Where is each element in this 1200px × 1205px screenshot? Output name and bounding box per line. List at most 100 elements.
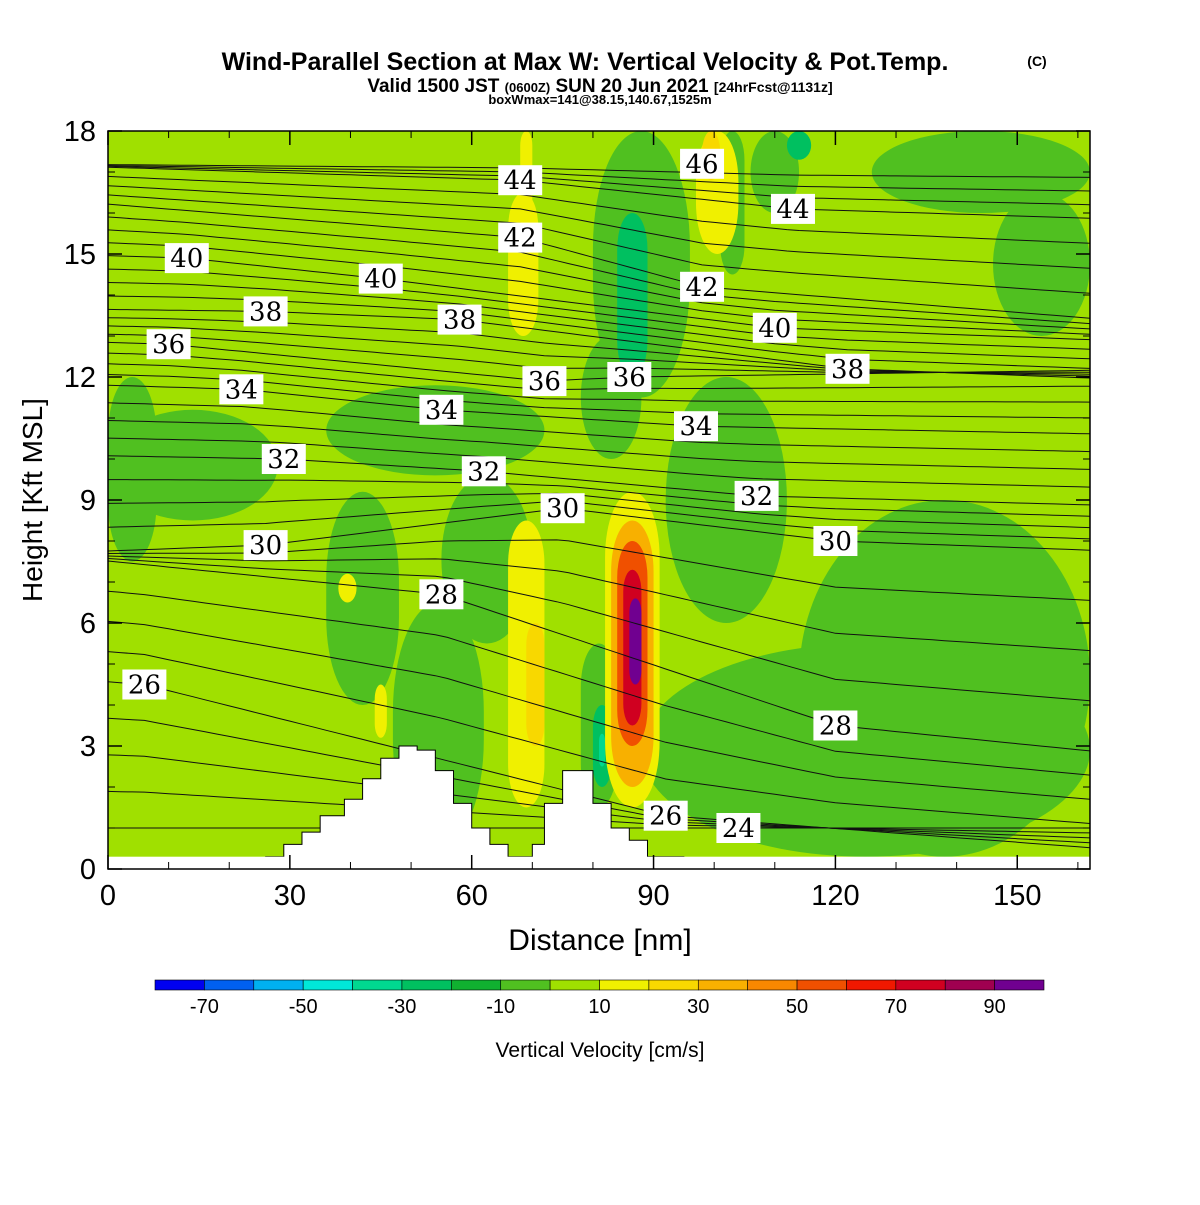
theta-contour-line [108, 560, 1090, 752]
theta-contour-label: 38 [825, 353, 870, 385]
theta-label-box [813, 526, 858, 556]
theta-contour-label: 26 [122, 669, 167, 701]
valid-prefix: Valid 1500 JST [367, 76, 499, 97]
theta-label-text: 30 [819, 527, 852, 557]
theta-label-box [461, 456, 506, 487]
theta-label-box [146, 329, 191, 360]
velocity-region [508, 192, 539, 336]
theta-contour-line [108, 651, 1090, 824]
x-tick-label: 30 [274, 880, 306, 912]
theta-contour-line [108, 681, 1090, 849]
theta-contour-label: 36 [607, 362, 652, 393]
colorbar-swatch [401, 979, 452, 991]
theta-contour-label: 34 [419, 394, 464, 426]
colorbar-swatch [846, 979, 897, 991]
theta-contour-line [108, 479, 1090, 517]
theta-label-box [522, 366, 567, 397]
theta-contour-line [108, 500, 1090, 540]
y-axis-label: Height [Kft MSL] [17, 398, 48, 602]
theta-label-box [498, 222, 543, 253]
theta-contour-line [108, 242, 1090, 335]
theta-contour-line [108, 165, 1090, 192]
theta-contour-line [108, 420, 1090, 470]
theta-label-text: 36 [613, 363, 646, 393]
colorbar-label: Vertical Velocity [cm/s] [496, 1039, 705, 1062]
theta-label-box [680, 148, 725, 179]
velocity-region [617, 213, 648, 377]
theta-label-text: 28 [819, 712, 852, 742]
theta-contour-line [108, 165, 1090, 206]
theta-label-text: 42 [504, 224, 537, 254]
theta-contour-label: 40 [164, 243, 209, 274]
theta-contour-label: 32 [461, 456, 506, 487]
theta-label-text: 26 [128, 671, 161, 701]
colorbar-swatch [253, 979, 304, 991]
velocity-region [108, 377, 157, 562]
y-tick-label: 0 [80, 854, 96, 886]
theta-label-box [419, 394, 464, 425]
theta-label-box [716, 813, 761, 843]
colorbar-swatch [796, 979, 847, 991]
theta-label-text: 34 [225, 375, 258, 405]
velocity-region [338, 573, 357, 603]
theta-contour-label: 28 [419, 579, 464, 610]
x-tick-label: 120 [811, 880, 859, 912]
theta-contour-line [108, 558, 1090, 702]
chart-title: Wind-Parallel Section at Max W: Vertical… [222, 48, 949, 76]
theta-contour-label: 38 [243, 296, 288, 327]
theta-label-box [540, 493, 585, 524]
theta-contour-line [108, 352, 1090, 391]
box-info: boxWmax=141@38.15,140.67,1525m [488, 92, 711, 107]
theta-label-text: 44 [776, 195, 809, 225]
valid-utc: (0600Z) [505, 80, 551, 95]
velocity-region [641, 643, 1090, 857]
theta-label-box [358, 263, 403, 294]
theta-label-box [219, 374, 264, 405]
colorbar-tick-label: -70 [190, 996, 219, 1018]
theta-label-box [752, 312, 797, 343]
theta-label-text: 38 [831, 355, 864, 385]
theta-contour-line [108, 194, 1090, 294]
theta-contour-line [108, 203, 1090, 319]
theta-contour-label: 36 [522, 366, 567, 397]
velocity-region [871, 131, 1090, 213]
theta-label-box [243, 530, 288, 561]
colorbar-swatch [302, 979, 353, 991]
x-tick-label: 150 [993, 880, 1041, 912]
theta-contour-label: 46 [680, 148, 725, 180]
colorbar-swatch [994, 979, 1045, 991]
colorbar: -70 -50 -30 -10 10 30 50 70 90 [154, 979, 1045, 1018]
theta-label-text: 40 [364, 265, 397, 295]
theta-contour-line [108, 620, 1090, 800]
theta-label-text: 38 [249, 297, 282, 327]
theta-label-text: 36 [528, 367, 561, 397]
theta-label-box [122, 669, 167, 700]
y-tick-label: 9 [80, 485, 96, 517]
colorbar-swatch [352, 979, 403, 991]
theta-label-text: 32 [740, 482, 773, 512]
colorbar-tick-label: -50 [289, 996, 318, 1018]
y-tick-label: 6 [80, 608, 96, 640]
colorbar-swatch [944, 979, 995, 991]
theta-label-box [673, 411, 718, 442]
theta-label-box [243, 296, 288, 327]
colorbar-tick-label: 30 [687, 996, 709, 1018]
theta-label-text: 32 [267, 445, 300, 475]
theta-contour-line [108, 590, 1090, 776]
y-tick-label: 15 [64, 239, 96, 271]
theta-label-box [498, 165, 543, 196]
x-axis: 0 30 60 90 120 150 [100, 131, 1079, 912]
velocity-region [786, 131, 812, 160]
colorbar-tick-label: 70 [885, 996, 907, 1018]
theta-label-text: 30 [249, 531, 282, 561]
theta-label-box [734, 480, 779, 511]
theta-label-text: 32 [467, 457, 500, 487]
theta-contour-line [108, 402, 1090, 453]
theta-label-text: 34 [425, 396, 458, 426]
theta-contour-label: 40 [358, 263, 403, 295]
theta-contour-line [108, 555, 1090, 652]
theta-contour-label: 42 [498, 222, 543, 254]
velocity-region [374, 684, 387, 738]
theta-contour-line [108, 255, 1090, 341]
